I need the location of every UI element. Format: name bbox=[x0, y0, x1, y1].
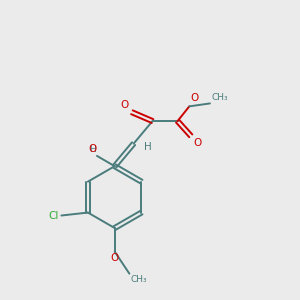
Text: O: O bbox=[121, 100, 129, 110]
Text: H: H bbox=[89, 146, 95, 154]
Text: CH₃: CH₃ bbox=[212, 93, 228, 102]
Text: H: H bbox=[144, 142, 152, 152]
Text: O: O bbox=[89, 144, 97, 154]
Text: O: O bbox=[110, 253, 119, 263]
Text: Cl: Cl bbox=[49, 211, 59, 220]
Text: O: O bbox=[193, 138, 201, 148]
Text: CH₃: CH₃ bbox=[131, 275, 148, 284]
Text: O: O bbox=[191, 93, 199, 103]
